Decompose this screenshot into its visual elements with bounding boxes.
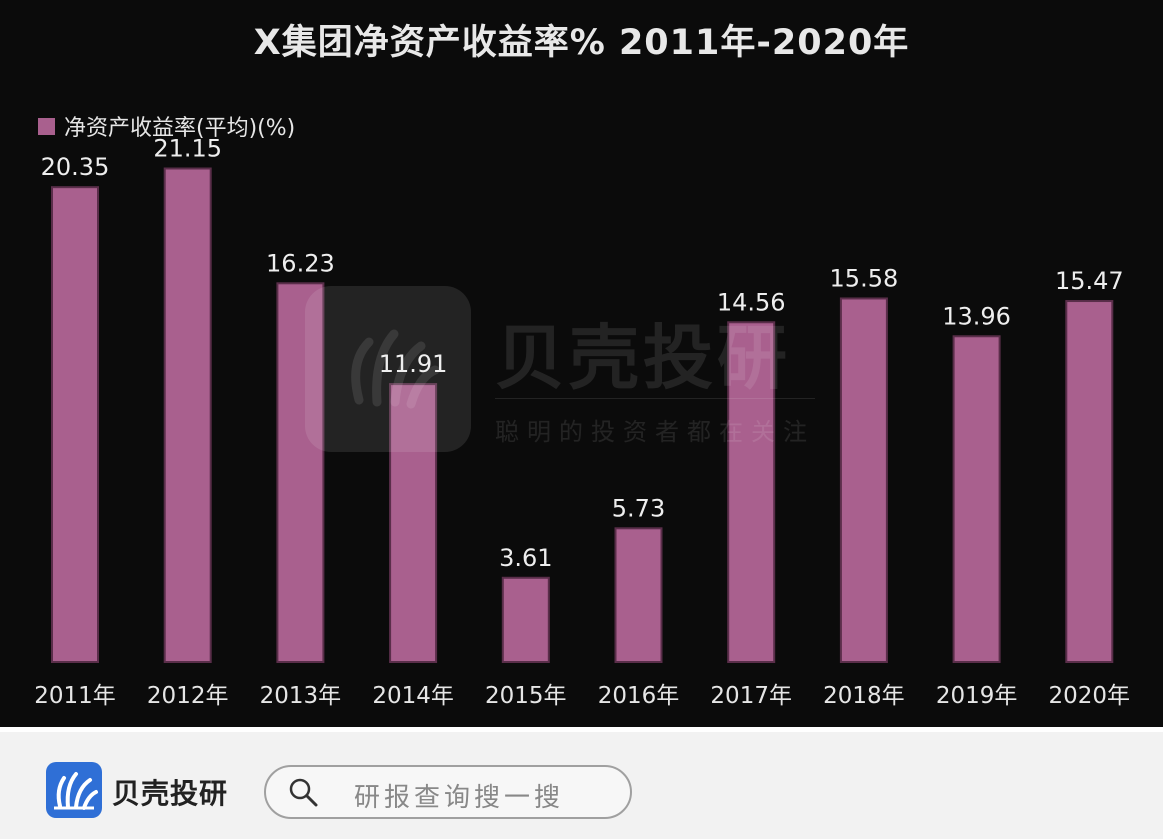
- footer-divider: [0, 727, 1163, 732]
- x-tick-label: 2011年: [34, 683, 116, 709]
- data-label-2020年: 15.47: [1055, 267, 1124, 295]
- legend-label: 净资产收益率(平均)(%): [64, 116, 296, 141]
- legend: 净资产收益率(平均)(%): [38, 110, 295, 142]
- bar-2016年: [614, 527, 663, 663]
- bar-chart-plot: 20.35 2011年 21.15 2012年 16.23 2013年 11.91 2014年…: [34, 135, 1131, 710]
- x-tick-label: 2017年: [710, 683, 792, 709]
- brand-name: 贝壳投研: [112, 777, 229, 810]
- x-tick-label: 2013年: [260, 683, 342, 709]
- bar-2015年: [501, 576, 550, 663]
- x-tick-label: 2014年: [372, 683, 454, 709]
- brand-logo-icon[interactable]: [46, 762, 102, 818]
- search-icon: [289, 778, 318, 807]
- shell-logo-icon: [54, 772, 98, 810]
- x-tick-label: 2015年: [485, 683, 567, 709]
- x-tick-label: 2019年: [936, 683, 1018, 709]
- x-tick-label: 2016年: [598, 683, 680, 709]
- data-label-2017年: 14.56: [717, 288, 786, 316]
- bar-2019年: [952, 335, 1001, 663]
- search-placeholder: 研报查询搜一搜: [354, 783, 565, 813]
- bar-2011年: [51, 186, 99, 664]
- bar-2013年: [276, 282, 325, 663]
- search-input[interactable]: 研报查询搜一搜: [264, 765, 632, 819]
- x-tick-label: 2012年: [147, 683, 229, 709]
- data-label-2012年: 21.15: [153, 135, 222, 163]
- data-label-2013年: 16.23: [266, 249, 335, 277]
- data-label-2016年: 5.73: [612, 494, 665, 522]
- x-tick-label: 2020年: [1049, 683, 1131, 709]
- data-label-2019年: 13.96: [942, 302, 1011, 330]
- x-tick-label: 2018年: [823, 683, 905, 709]
- bar-2020年: [1065, 300, 1114, 663]
- data-label-2014年: 11.91: [379, 350, 448, 378]
- bar-2018年: [839, 297, 888, 663]
- footer-bar: 贝壳投研 研报查询搜一搜: [0, 732, 1163, 839]
- bar-2012年: [163, 167, 212, 663]
- data-label-2011年: 20.35: [41, 153, 110, 181]
- data-label-2018年: 15.58: [830, 264, 899, 292]
- bar-2017年: [727, 321, 776, 663]
- chart-title: X集团净资产收益率% 2011年-2020年: [253, 23, 910, 63]
- chart-panel: X集团净资产收益率% 2011年-2020年 净资产收益率(平均)(%) 20.…: [34, 23, 1131, 710]
- legend-swatch: [38, 117, 55, 135]
- data-label-2015年: 3.61: [499, 544, 552, 572]
- bar-2014年: [389, 383, 438, 663]
